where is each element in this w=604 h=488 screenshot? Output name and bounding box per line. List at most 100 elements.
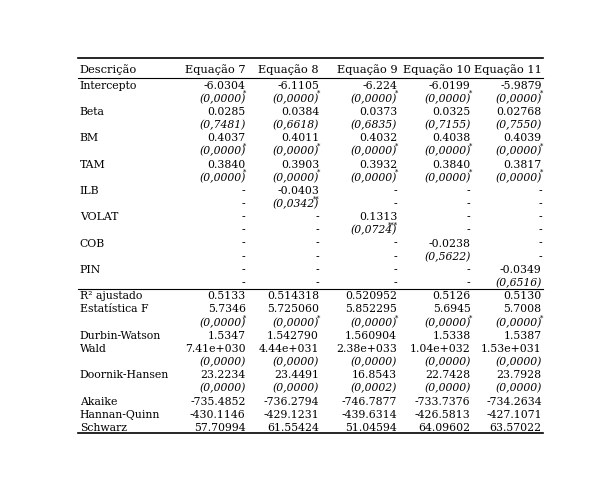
Text: *: *: [395, 89, 398, 97]
Text: Akaike: Akaike: [80, 396, 117, 406]
Text: -6.0199: -6.0199: [429, 81, 471, 90]
Text: (0,0000): (0,0000): [424, 93, 471, 104]
Text: (0,7481): (0,7481): [199, 120, 246, 130]
Text: 5.7346: 5.7346: [208, 304, 246, 314]
Text: -6.0304: -6.0304: [204, 81, 246, 90]
Text: -: -: [538, 251, 542, 261]
Text: *: *: [540, 142, 543, 150]
Text: -: -: [467, 199, 471, 209]
Text: 5.6945: 5.6945: [432, 304, 471, 314]
Text: -5.9879: -5.9879: [500, 81, 542, 90]
Text: (0,0000): (0,0000): [351, 146, 397, 156]
Text: 51.04594: 51.04594: [345, 422, 397, 432]
Text: 0.1313: 0.1313: [359, 212, 397, 222]
Text: Doornik-Hansen: Doornik-Hansen: [80, 369, 169, 380]
Text: Equação 10: Equação 10: [403, 63, 471, 75]
Text: (0,0000): (0,0000): [199, 93, 246, 104]
Text: Estatística F: Estatística F: [80, 304, 149, 314]
Text: (0,0000): (0,0000): [199, 172, 246, 183]
Text: BM: BM: [80, 133, 99, 143]
Text: **: **: [313, 195, 320, 203]
Text: Schwarz: Schwarz: [80, 422, 127, 432]
Text: *: *: [316, 313, 320, 322]
Text: -: -: [315, 264, 319, 274]
Text: 0.4011: 0.4011: [281, 133, 319, 143]
Text: 7.41e+030: 7.41e+030: [185, 343, 246, 353]
Text: -: -: [538, 199, 542, 209]
Text: *: *: [540, 313, 543, 322]
Text: -: -: [315, 212, 319, 222]
Text: (0,6835): (0,6835): [351, 120, 397, 130]
Text: -: -: [315, 238, 319, 248]
Text: (0,0000): (0,0000): [272, 317, 319, 327]
Text: 0.02768: 0.02768: [496, 107, 542, 117]
Text: -: -: [538, 185, 542, 196]
Text: 1.542790: 1.542790: [267, 330, 319, 340]
Text: (0,0724): (0,0724): [351, 225, 397, 235]
Text: (0,0000): (0,0000): [424, 172, 471, 183]
Text: -: -: [394, 199, 397, 209]
Text: 1.560904: 1.560904: [345, 330, 397, 340]
Text: -: -: [467, 212, 471, 222]
Text: -: -: [538, 238, 542, 248]
Text: (0,7550): (0,7550): [495, 120, 542, 130]
Text: -: -: [315, 225, 319, 235]
Text: (0,0000): (0,0000): [424, 383, 471, 393]
Text: (0,0342): (0,0342): [272, 199, 319, 209]
Text: 1.5347: 1.5347: [208, 330, 246, 340]
Text: 0.5126: 0.5126: [432, 291, 471, 301]
Text: -: -: [467, 264, 471, 274]
Text: (0,0000): (0,0000): [272, 146, 319, 156]
Text: 4.44e+031: 4.44e+031: [259, 343, 319, 353]
Text: 0.4039: 0.4039: [504, 133, 542, 143]
Text: -: -: [242, 199, 246, 209]
Text: Hannan-Quinn: Hannan-Quinn: [80, 409, 160, 419]
Text: *: *: [243, 89, 246, 97]
Text: 0.4037: 0.4037: [208, 133, 246, 143]
Text: (0,0000): (0,0000): [495, 172, 542, 183]
Text: 5.725060: 5.725060: [267, 304, 319, 314]
Text: -0.0238: -0.0238: [429, 238, 471, 248]
Text: 0.0373: 0.0373: [359, 107, 397, 117]
Text: 0.5133: 0.5133: [207, 291, 246, 301]
Text: 1.53e+031: 1.53e+031: [481, 343, 542, 353]
Text: (0,0000): (0,0000): [495, 356, 542, 366]
Text: 0.3840: 0.3840: [432, 159, 471, 169]
Text: -735.4852: -735.4852: [190, 396, 246, 406]
Text: -: -: [242, 278, 246, 287]
Text: *: *: [540, 168, 543, 177]
Text: 0.4032: 0.4032: [359, 133, 397, 143]
Text: (0,0000): (0,0000): [199, 383, 246, 393]
Text: -426.5813: -426.5813: [415, 409, 471, 419]
Text: VOLAT: VOLAT: [80, 212, 118, 222]
Text: Equação 9: Equação 9: [336, 63, 397, 75]
Text: 5.852295: 5.852295: [345, 304, 397, 314]
Text: (0,5622): (0,5622): [424, 251, 471, 262]
Text: (0,0002): (0,0002): [351, 383, 397, 393]
Text: (0,0000): (0,0000): [272, 93, 319, 104]
Text: -733.7376: -733.7376: [415, 396, 471, 406]
Text: ***: ***: [388, 221, 398, 229]
Text: (0,6618): (0,6618): [272, 120, 319, 130]
Text: -: -: [242, 225, 246, 235]
Text: 63.57022: 63.57022: [490, 422, 542, 432]
Text: -6.1105: -6.1105: [277, 81, 319, 90]
Text: *: *: [316, 142, 320, 150]
Text: -439.6314: -439.6314: [341, 409, 397, 419]
Text: -: -: [315, 251, 319, 261]
Text: -427.1071: -427.1071: [486, 409, 542, 419]
Text: -: -: [394, 264, 397, 274]
Text: 22.7428: 22.7428: [425, 369, 471, 380]
Text: COB: COB: [80, 238, 105, 248]
Text: -746.7877: -746.7877: [342, 396, 397, 406]
Text: *: *: [540, 89, 543, 97]
Text: (0,0000): (0,0000): [199, 356, 246, 366]
Text: -0.0403: -0.0403: [277, 185, 319, 196]
Text: Equação 8: Equação 8: [259, 63, 319, 75]
Text: -: -: [242, 238, 246, 248]
Text: -0.0349: -0.0349: [500, 264, 542, 274]
Text: 64.09602: 64.09602: [419, 422, 471, 432]
Text: (0,0000): (0,0000): [272, 356, 319, 366]
Text: 0.3932: 0.3932: [359, 159, 397, 169]
Text: -: -: [467, 225, 471, 235]
